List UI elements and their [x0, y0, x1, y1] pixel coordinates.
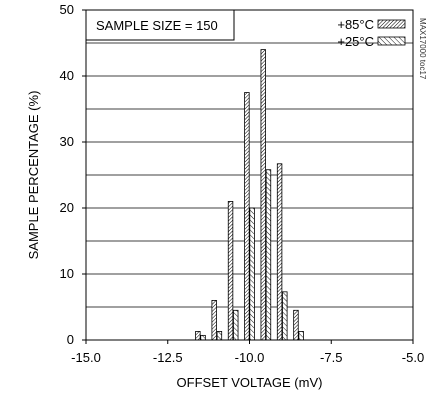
legend-label: +85°C	[337, 17, 374, 32]
x-axis-title: OFFSET VOLTAGE (mV)	[177, 375, 323, 390]
x-tick-label: -5.0	[402, 350, 424, 365]
bar-plus85c	[276, 163, 283, 341]
x-tick-label: -7.5	[320, 350, 342, 365]
legend-swatch	[377, 36, 406, 46]
y-tick-label: 0	[67, 332, 74, 347]
y-axis-ticks: 0 10 20 30 40 50	[60, 2, 86, 347]
y-tick-label: 10	[60, 266, 74, 281]
bar-plus25c	[298, 331, 304, 341]
legend-label: +25°C	[337, 34, 374, 49]
bar-plus25c	[265, 169, 272, 341]
x-tick-label: -10.0	[235, 350, 265, 365]
bars-group	[195, 49, 304, 341]
x-axis-ticks: -15.0 -12.5 -10.0 -7.5 -5.0	[71, 340, 424, 365]
bar-plus85c	[195, 331, 201, 341]
bar-plus25c	[249, 207, 255, 341]
x-tick-label: -12.5	[153, 350, 183, 365]
bar-plus85c	[227, 200, 234, 341]
bar-plus25c	[233, 309, 239, 341]
bar-plus85c	[211, 299, 217, 341]
y-tick-label: 30	[60, 134, 74, 149]
bar-plus85c	[244, 92, 250, 341]
y-tick-label: 50	[60, 2, 74, 17]
y-tick-label: 40	[60, 68, 74, 83]
legend: +85°C +25°C	[337, 17, 406, 49]
note-box	[85, 9, 235, 41]
y-axis-title: SAMPLE PERCENTAGE (%)	[26, 91, 41, 260]
bar-plus85c	[260, 49, 266, 341]
bar-plus25c	[200, 334, 206, 341]
bar-plus85c	[293, 309, 299, 341]
bar-plus25c	[216, 331, 223, 341]
sample-size-note: SAMPLE SIZE = 150	[96, 18, 218, 33]
watermark-label: MAX17000 toc17	[418, 18, 427, 80]
x-tick-label: -15.0	[71, 350, 101, 365]
legend-swatch	[377, 19, 406, 29]
bar-plus25c	[282, 291, 288, 341]
y-tick-label: 20	[60, 200, 74, 215]
